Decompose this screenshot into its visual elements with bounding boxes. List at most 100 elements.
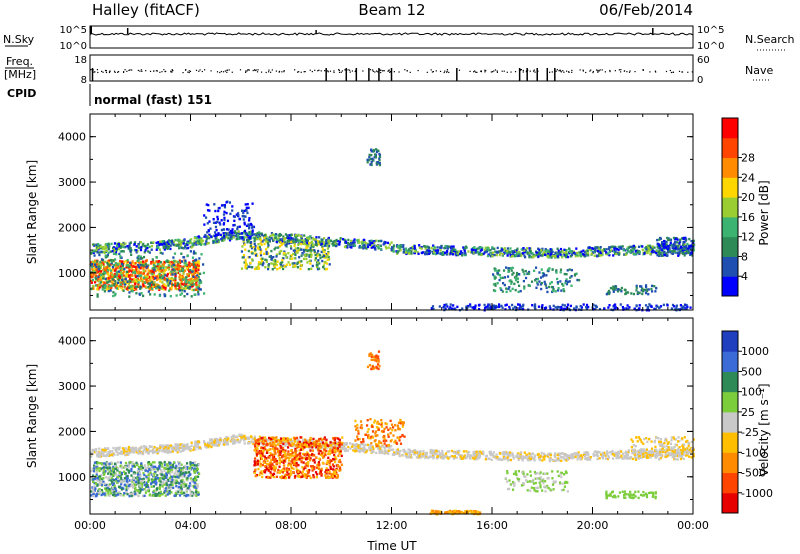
freq-dot xyxy=(105,71,108,74)
freq-dot xyxy=(496,70,498,72)
power-panel: 1000 2000 3000 4000 Slant Range [km] xyxy=(25,113,696,312)
freq-dot xyxy=(393,71,395,73)
freq-dot xyxy=(665,70,668,73)
freq-dot xyxy=(532,70,535,72)
y-tick-label: 4000 xyxy=(58,131,86,144)
freq-dot xyxy=(387,70,389,72)
freq-dot xyxy=(582,70,584,72)
freq-dot xyxy=(522,69,524,72)
freq-dot xyxy=(188,70,190,72)
freq-dot xyxy=(563,71,565,73)
velocity-heatmap-data xyxy=(90,350,695,516)
freq-dot xyxy=(161,71,163,73)
freq-dot xyxy=(216,71,219,73)
freq-dot xyxy=(601,69,603,71)
freq-dot xyxy=(348,69,351,71)
colorbar-segment xyxy=(722,371,738,393)
colorbar-segment xyxy=(722,472,738,494)
colorbar-segment xyxy=(722,177,738,198)
freq-dot xyxy=(219,71,221,74)
freq-dot xyxy=(131,69,133,71)
freq-dot xyxy=(324,70,326,72)
colorbar-segment xyxy=(722,411,738,433)
freq-dot xyxy=(260,71,263,73)
freq-dot xyxy=(435,70,437,72)
freq-dot xyxy=(560,71,562,73)
freq-dot xyxy=(691,71,693,73)
freq-dot xyxy=(129,69,131,71)
freq-dot xyxy=(102,71,104,73)
freq-dot xyxy=(484,71,486,73)
freq-dot xyxy=(473,71,475,73)
freq-dot xyxy=(654,70,656,72)
freq-dot xyxy=(338,69,340,71)
freq-dot xyxy=(253,69,256,71)
velocity-y-axis: 1000 2000 3000 4000 xyxy=(58,335,693,500)
nave-label: Nave xyxy=(745,64,773,77)
freq-dot xyxy=(525,71,527,73)
freq-dot xyxy=(231,71,233,73)
freq-dot xyxy=(493,70,495,72)
colorbar-tick-label: -500 xyxy=(741,467,766,480)
freq-dot xyxy=(369,69,372,71)
freq-panel: Freq. [MHz] 18 8 60 0 Nave xyxy=(4,54,773,86)
freq-unit: [MHz] xyxy=(4,68,36,81)
freq-dot xyxy=(139,70,141,72)
y-tick-label: 1000 xyxy=(58,267,86,280)
freq-label: Freq. xyxy=(6,55,33,68)
freq-dot xyxy=(170,70,172,72)
freq-dot xyxy=(432,70,435,73)
freq-dot xyxy=(446,71,448,73)
power-colorbar-label: Power [dB] xyxy=(757,180,771,245)
freq-dot xyxy=(389,71,392,73)
freq-dot xyxy=(469,70,471,72)
freq-dot xyxy=(582,69,584,71)
power-heatmap-data xyxy=(90,148,696,312)
freq-dot xyxy=(510,71,512,73)
y-tick-label: 4000 xyxy=(58,335,86,348)
freq-dot xyxy=(480,70,482,72)
freq-dot xyxy=(195,69,198,71)
freq-dot xyxy=(338,71,341,73)
freq-dot xyxy=(96,69,99,71)
nsky-label: N.Sky xyxy=(3,33,35,46)
freq-dot xyxy=(597,69,599,72)
x-tick-label: 00:00 xyxy=(677,519,709,532)
freq-dot xyxy=(338,69,340,72)
freq-dot xyxy=(406,70,408,72)
freq-dot xyxy=(117,71,120,73)
colorbar-segment xyxy=(722,492,738,514)
freq-dot xyxy=(409,71,411,73)
colorbar-tick-label: 100 xyxy=(741,386,762,399)
freq-dot xyxy=(491,71,494,73)
freq-dot xyxy=(171,69,173,71)
freq-dot xyxy=(426,71,428,73)
freq-dot xyxy=(329,70,332,72)
freq-dot xyxy=(201,70,203,73)
freq-dot xyxy=(256,71,259,73)
freq-dot xyxy=(93,71,95,73)
freq-dot xyxy=(199,69,201,71)
freq-dot xyxy=(620,69,622,71)
colorbar-tick-label: -25 xyxy=(741,426,759,439)
freq-dot xyxy=(687,71,689,73)
freq-dot xyxy=(170,71,172,73)
freq-dot xyxy=(626,71,628,73)
nave-tick-bottom: 0 xyxy=(697,75,703,86)
colorbar-segment xyxy=(722,331,738,352)
freq-dot xyxy=(446,69,449,71)
colorbar-segment xyxy=(722,256,738,277)
freq-dot xyxy=(599,69,601,71)
colorbar-tick-label: 1000 xyxy=(741,345,769,358)
freq-dot xyxy=(670,71,673,74)
freq-dot xyxy=(678,70,681,72)
freq-dot xyxy=(655,71,657,73)
x-tick-label: 08:00 xyxy=(275,519,307,532)
freq-dot xyxy=(184,69,187,71)
freq-dot xyxy=(558,70,560,72)
freq-dot xyxy=(164,70,166,73)
nsearch-label: N.Search xyxy=(745,33,795,46)
freq-dot xyxy=(156,70,159,72)
y-tick-label: 2000 xyxy=(58,221,86,234)
